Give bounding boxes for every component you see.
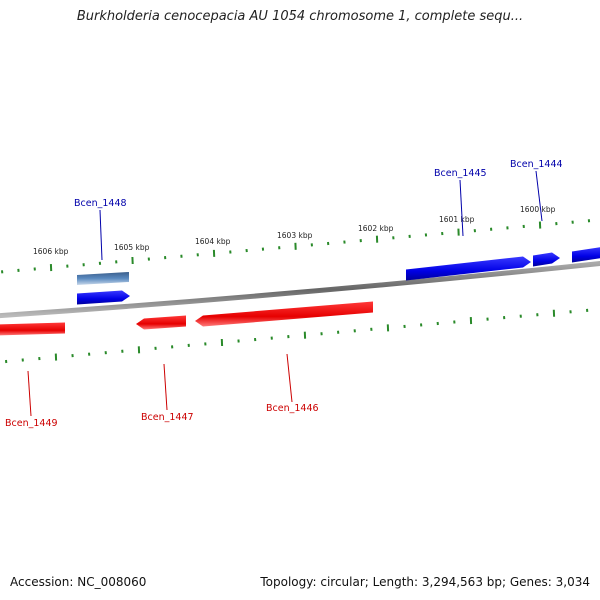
gene-track — [0, 247, 600, 336]
tick-label: 1603 kbp — [277, 231, 313, 240]
gene-label[interactable]: Bcen_1447 — [141, 412, 194, 423]
tick-label: 1602 kbp — [358, 224, 394, 233]
gene-leader-line — [459, 179, 464, 237]
gene-label[interactable]: Bcen_1445 — [434, 168, 487, 179]
tick-label: 1606 kbp — [33, 247, 69, 256]
bcen-1445-gene[interactable] — [406, 256, 531, 281]
offscreen-gene[interactable] — [572, 247, 600, 263]
tick-labels: 1606 kbp 1605 kbp 1604 kbp 1603 kbp 1602 kbp… — [33, 205, 556, 256]
tick-label: 1605 kbp — [114, 243, 150, 252]
summary-label: Topology: circular; Length: 3,294,563 bp… — [260, 575, 590, 589]
bcen-1448-gene[interactable] — [77, 290, 130, 305]
bcen-1444-gene[interactable] — [533, 252, 560, 267]
accession-label: Accession: NC_008060 — [10, 575, 147, 589]
bcen-1448-gene-highlight[interactable] — [77, 272, 129, 285]
bcen-1446-gene[interactable] — [195, 301, 373, 327]
gene-label[interactable]: Bcen_1448 — [74, 198, 127, 209]
gene-labels: Bcen_1448 Bcen_1445 Bcen_1444 Bcen_1449 Bcen… — [5, 159, 563, 429]
gene-label[interactable]: Bcen_1444 — [510, 159, 563, 170]
chromosome-backbone — [0, 261, 600, 319]
bcen-1449-gene[interactable] — [0, 322, 65, 336]
gene-leader-line — [99, 209, 103, 261]
gene-leader-line — [27, 370, 32, 417]
gene-leader-line — [286, 353, 293, 403]
gene-leader-line — [163, 363, 168, 411]
gene-leader-line — [535, 170, 543, 222]
outer-tick-ring — [1, 219, 591, 274]
tick-label: 1600 kbp — [520, 205, 556, 214]
bcen-1447-gene[interactable] — [136, 315, 186, 330]
gene-label[interactable]: Bcen_1446 — [266, 403, 319, 414]
tick-label: 1601 kbp — [439, 215, 475, 224]
tick-label: 1604 kbp — [195, 237, 231, 246]
gene-label[interactable]: Bcen_1449 — [5, 418, 58, 429]
inner-tick-ring — [5, 308, 589, 364]
map-title: Burkholderia cenocepacia AU 1054 chromos… — [76, 9, 524, 24]
